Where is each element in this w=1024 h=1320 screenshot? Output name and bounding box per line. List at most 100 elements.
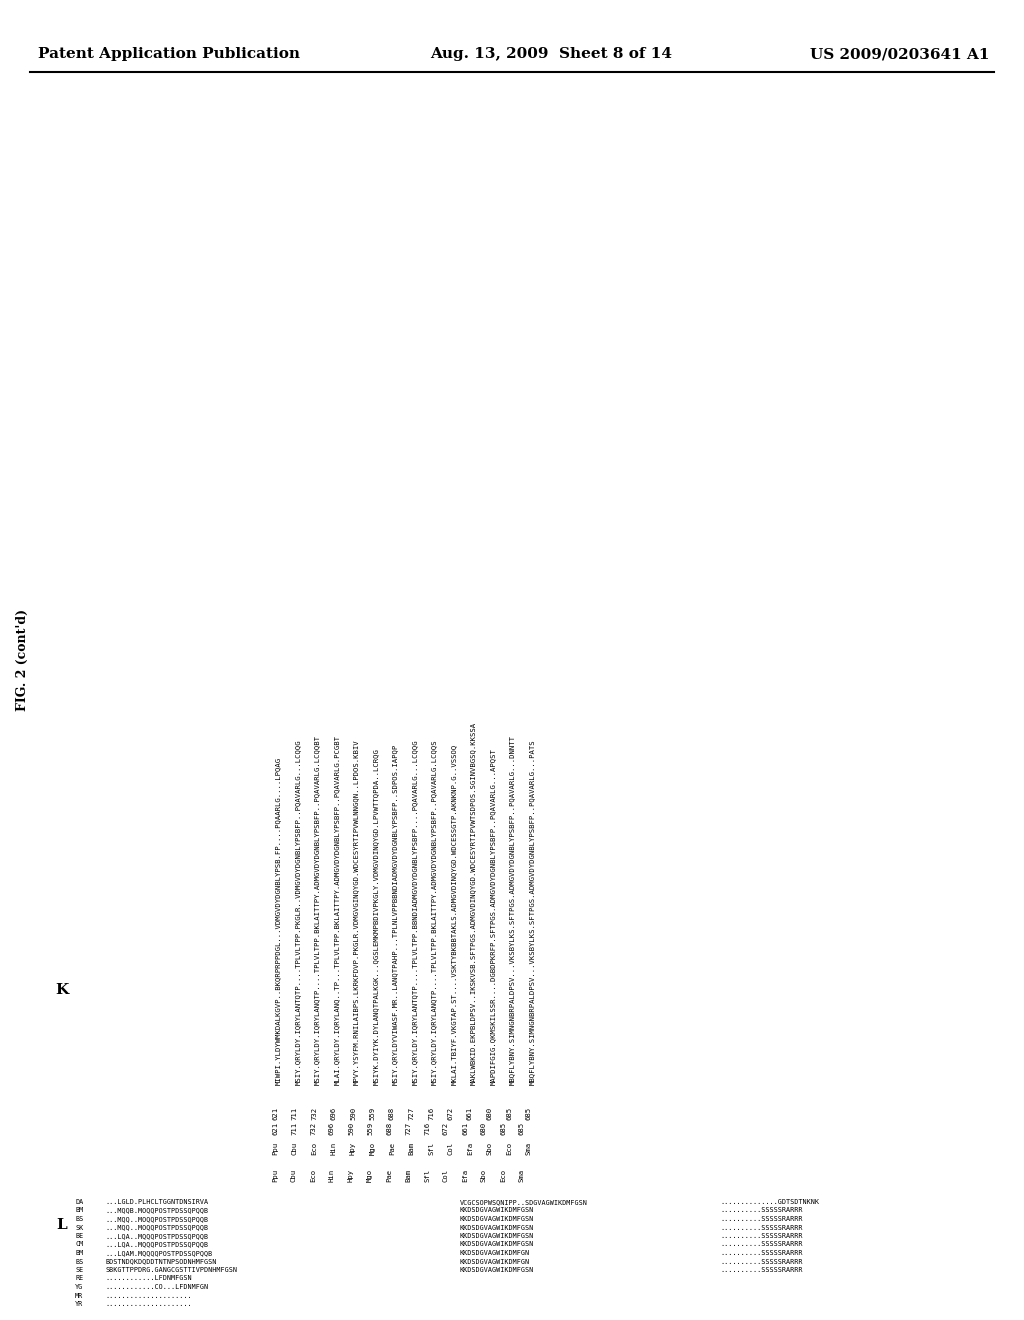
Text: VCGCSOPWSQNIPP..SDGVAGWIKDMFGSN: VCGCSOPWSQNIPP..SDGVAGWIKDMFGSN <box>460 1199 588 1205</box>
Text: SK: SK <box>75 1225 83 1230</box>
Text: MAKLWBKID.EKPBLDPSV..IKSKVSB.SFTPGS.ADMGVDINQYGD.WDCESYRTIPVWTSDPOS.SGINVBGSQ.KK: MAKLWBKID.EKPBLDPSV..IKSKVSB.SFTPGS.ADMG… <box>470 722 476 1085</box>
Text: YG: YG <box>75 1284 83 1290</box>
Text: Mgo: Mgo <box>367 1170 373 1181</box>
Text: ..........SSSSSRARRR: ..........SSSSSRARRR <box>720 1258 803 1265</box>
Text: DA: DA <box>75 1199 83 1205</box>
Text: 732: 732 <box>310 1122 316 1135</box>
Text: 688: 688 <box>386 1122 392 1135</box>
Text: Sma: Sma <box>519 1170 525 1181</box>
Text: MKLAI.TBIYF.VKGTAP.ST....VSKTYBKBBTAKLS.ADMGVDINQYGD.WDCESSGTP.AKNKNP.G..VSSOQ: MKLAI.TBIYF.VKGTAP.ST....VSKTYBKBBTAKLS.… <box>451 743 457 1085</box>
Text: BS: BS <box>75 1216 83 1222</box>
Text: Col: Col <box>443 1170 449 1181</box>
Text: 685: 685 <box>525 1107 531 1119</box>
Text: KKDSDGVAGWIKDMFGSN: KKDSDGVAGWIKDMFGSN <box>460 1242 535 1247</box>
Text: 590: 590 <box>350 1107 356 1119</box>
Text: 688: 688 <box>389 1107 395 1119</box>
Text: Efa: Efa <box>467 1142 473 1155</box>
Text: Ppu: Ppu <box>272 1170 278 1181</box>
Text: 696: 696 <box>329 1122 335 1135</box>
Text: K: K <box>55 983 69 997</box>
Text: MAPDIFGIG.QKMSKILSSR....DGBDPKRFP.SFTPGS.ADMGVDYDGNBLYPSBFP..PQAVARLG...APQST: MAPDIFGIG.QKMSKILSSR....DGBDPKRFP.SFTPGS… <box>489 748 496 1085</box>
Text: 716: 716 <box>428 1107 434 1119</box>
Text: 685: 685 <box>506 1107 512 1119</box>
Text: Mgo: Mgo <box>370 1142 376 1155</box>
Text: .....................: ..................... <box>105 1292 191 1299</box>
Text: Eco: Eco <box>500 1170 506 1181</box>
Text: Pae: Pae <box>386 1170 392 1181</box>
Text: 661: 661 <box>467 1107 473 1119</box>
Text: ............CO...LFDNMFGN: ............CO...LFDNMFGN <box>105 1284 208 1290</box>
Text: MBQFLYBNY.SIMNGNBRPALDPSV...VKSBYLKS.SFTPGS.ADMGVDYDGNBLYPSBFP..PQAVARLG...PATS: MBQFLYBNY.SIMNGNBRPALDPSV...VKSBYLKS.SFT… <box>528 739 535 1085</box>
Text: ..........SSSSSRARRR: ..........SSSSSRARRR <box>720 1250 803 1257</box>
Text: ............LFDNMFGSN: ............LFDNMFGSN <box>105 1275 191 1282</box>
Text: Aug. 13, 2009  Sheet 8 of 14: Aug. 13, 2009 Sheet 8 of 14 <box>430 48 672 61</box>
Text: MSIY.QRYLDY.IQRYLANQTP....TPLVLTPP.BKLAITTPY.ADMGVDYDGNBLYPSBFP..PQAVARLG.LCQQBT: MSIY.QRYLDY.IQRYLANQTP....TPLVLTPP.BKLAI… <box>314 735 319 1085</box>
Text: 711: 711 <box>291 1122 297 1135</box>
Text: MLAI.QRYLDY.IQRYLANQ..TP...TPLVLTPP.BKLAITTPY.ADMGVDYDGNBLYPSBFP..PQAVARLG.PCGBT: MLAI.QRYLDY.IQRYLANQ..TP...TPLVLTPP.BKLA… <box>334 735 340 1085</box>
Text: 621: 621 <box>272 1107 278 1119</box>
Text: 711: 711 <box>292 1107 298 1119</box>
Text: 732: 732 <box>311 1107 317 1119</box>
Text: MSIY.QRYLDY.IQRYLANTQTP....TPLVLTPP.BBNDIADMGVDYDGNBLYPSBFP....PQAVARLG...LCQQG: MSIY.QRYLDY.IQRYLANTQTP....TPLVLTPP.BBND… <box>412 739 418 1085</box>
Text: FIG. 2 (cont'd): FIG. 2 (cont'd) <box>15 609 29 711</box>
Text: Efa: Efa <box>462 1170 468 1181</box>
Text: 727: 727 <box>406 1122 411 1135</box>
Text: 685: 685 <box>500 1122 506 1135</box>
Text: ..........SSSSSRARRR: ..........SSSSSRARRR <box>720 1233 803 1239</box>
Text: KKDSDGVAGWIKDMFGSN: KKDSDGVAGWIKDMFGSN <box>460 1225 535 1230</box>
Text: ...LGLD.PLHCLTGGNTDNSIRVA: ...LGLD.PLHCLTGGNTDNSIRVA <box>105 1199 208 1205</box>
Text: .....................: ..................... <box>105 1302 191 1307</box>
Text: ..........SSSSSRARRR: ..........SSSSSRARRR <box>720 1208 803 1213</box>
Text: BM: BM <box>75 1250 83 1257</box>
Text: Hpy: Hpy <box>350 1142 356 1155</box>
Text: Eco: Eco <box>506 1142 512 1155</box>
Text: Cbu: Cbu <box>292 1142 298 1155</box>
Text: MSIYK.DYIYK.DYLANQTPALKGK...QGSLEMKMPBDIVPKGLY.VDMGVDINQYGD.LPVWTTQPDA..LCRQG: MSIYK.DYIYK.DYLANQTPALKGK...QGSLEMKMPBDI… <box>373 748 379 1085</box>
Text: Hpy: Hpy <box>348 1170 354 1181</box>
Text: 621: 621 <box>272 1122 278 1135</box>
Text: Hin: Hin <box>331 1142 337 1155</box>
Text: Eco: Eco <box>311 1142 317 1155</box>
Text: MR: MR <box>75 1292 83 1299</box>
Text: BS: BS <box>75 1258 83 1265</box>
Text: 559: 559 <box>367 1122 373 1135</box>
Text: ..............GDTSDTNKNK: ..............GDTSDTNKNK <box>720 1199 819 1205</box>
Text: 696: 696 <box>331 1107 337 1119</box>
Text: L: L <box>56 1218 68 1232</box>
Text: US 2009/0203641 A1: US 2009/0203641 A1 <box>811 48 990 61</box>
Text: KKDSDGVAGWIKDMFGSN: KKDSDGVAGWIKDMFGSN <box>460 1233 535 1239</box>
Text: ..........SSSSSRARRR: ..........SSSSSRARRR <box>720 1267 803 1272</box>
Text: Eco: Eco <box>310 1170 316 1181</box>
Text: Sbo: Sbo <box>486 1142 493 1155</box>
Text: MPVY.YSYFM.RNILAIBPS.LKRKFDVP.PKGLR.VDMGVGINQYGD.WDCESYRTIPVWLNNGQN..LPDOS.KBIV: MPVY.YSYFM.RNILAIBPS.LKRKFDVP.PKGLR.VDMG… <box>353 739 359 1085</box>
Text: 672: 672 <box>443 1122 449 1135</box>
Text: KKDSDGVAGWIKDMFGSN: KKDSDGVAGWIKDMFGSN <box>460 1208 535 1213</box>
Text: MSIY.QRYLDY.IQRYLANQTP....TPLVLTPP.BKLAITTPY.ADMGVDYDGNBLYPSBFP..PQAVARLG.LCQQS: MSIY.QRYLDY.IQRYLANQTP....TPLVLTPP.BKLAI… <box>431 739 437 1085</box>
Text: Sfl: Sfl <box>424 1170 430 1181</box>
Text: Bam: Bam <box>409 1142 415 1155</box>
Text: Patent Application Publication: Patent Application Publication <box>38 48 300 61</box>
Text: ...LQA..MQQQPOSTPDSSQPQQB: ...LQA..MQQQPOSTPDSSQPQQB <box>105 1242 208 1247</box>
Text: 661: 661 <box>462 1122 468 1135</box>
Text: 716: 716 <box>424 1122 430 1135</box>
Text: 680: 680 <box>486 1107 493 1119</box>
Text: KKDSDGVAGWIKDMFGSN: KKDSDGVAGWIKDMFGSN <box>460 1267 535 1272</box>
Text: MBQFLYBNY.SIMNGNBRPALDPSV...VKSBYLKS.SFTPGS.ADMGVDYDGNBLYPSBFP..PQAVARLG...DNNTT: MBQFLYBNY.SIMNGNBRPALDPSV...VKSBYLKS.SFT… <box>509 735 515 1085</box>
Text: Bam: Bam <box>406 1170 411 1181</box>
Text: MIWPI.YLDYWMKDALKGVP..BKQRPRPPDGL...VDMGVDYDGNBLYPSB.FP....PQAARLG....LPQAG: MIWPI.YLDYWMKDALKGVP..BKQRPRPPDGL...VDMG… <box>275 756 281 1085</box>
Text: KKDSDGVAGWIKDMFGN: KKDSDGVAGWIKDMFGN <box>460 1258 530 1265</box>
Text: ..........SSSSSRARRR: ..........SSSSSRARRR <box>720 1225 803 1230</box>
Text: Ppu: Ppu <box>272 1142 278 1155</box>
Text: 727: 727 <box>409 1107 415 1119</box>
Text: Col: Col <box>447 1142 454 1155</box>
Text: Sfl: Sfl <box>428 1142 434 1155</box>
Text: Pae: Pae <box>389 1142 395 1155</box>
Text: Hin: Hin <box>329 1170 335 1181</box>
Text: 559: 559 <box>370 1107 376 1119</box>
Text: Cbu: Cbu <box>291 1170 297 1181</box>
Text: ...LQAM.MQQQQPOSTPDSSQPQQB: ...LQAM.MQQQQPOSTPDSSQPQQB <box>105 1250 212 1257</box>
Text: 672: 672 <box>447 1107 454 1119</box>
Text: 590: 590 <box>348 1122 354 1135</box>
Text: Sbo: Sbo <box>481 1170 487 1181</box>
Text: MSIY.QRYLDY.IQRYLANTQTP....TPLVLTPP.PKGLR..VDMGVDYDGNBLYPSBFP..PQAVARLG...LCQQG: MSIY.QRYLDY.IQRYLANTQTP....TPLVLTPP.PKGL… <box>295 739 300 1085</box>
